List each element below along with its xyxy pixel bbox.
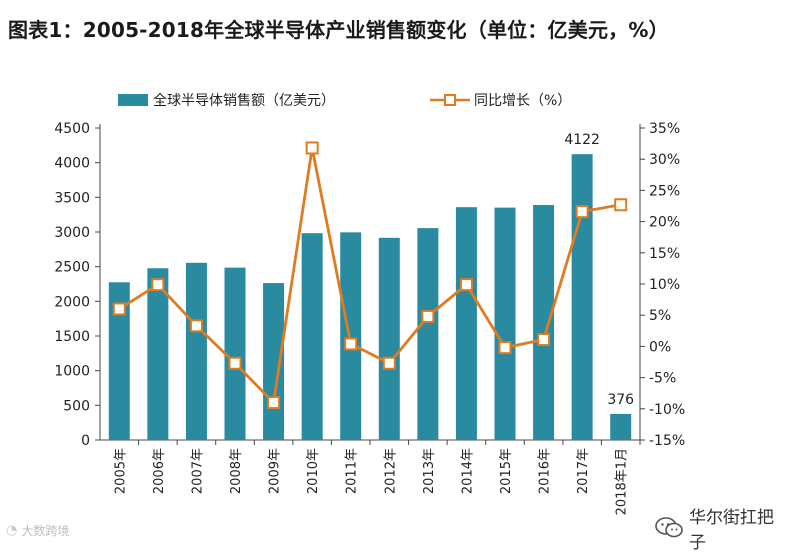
- line-point: [459, 278, 473, 292]
- x-tick-label: 2012年: [383, 448, 398, 494]
- line-point: [189, 319, 203, 333]
- line-point: [267, 396, 281, 410]
- bar-data-label: 4122: [564, 132, 600, 148]
- bar: [108, 282, 130, 440]
- axes: 0 500 1000 1500 2000 2500 3000 3500 4000 4500 -15%…: [54, 121, 685, 515]
- y-left-tick-label: 2500: [54, 260, 90, 276]
- legend: 全球半导体销售额（亿美元） 同比增长（%）: [118, 92, 571, 109]
- bar: [147, 268, 169, 440]
- line-series: [112, 141, 628, 410]
- x-tick-label: 2016年: [538, 448, 553, 494]
- bar: [610, 413, 632, 440]
- y-left-tick-label: 1000: [54, 364, 90, 380]
- line-point: [382, 356, 396, 370]
- y-right-tick-label: -5%: [649, 371, 676, 387]
- x-tick-label: 2017年: [576, 448, 591, 494]
- legend-line-marker: [444, 94, 456, 106]
- bar: [494, 207, 516, 440]
- footer-watermark-icon: ◔: [6, 523, 18, 538]
- x-tick-label: 2015年: [499, 448, 514, 494]
- y-right-tick-label: 5%: [649, 308, 671, 324]
- line-point: [344, 337, 358, 351]
- x-tick-label: 2014年: [460, 448, 475, 494]
- bar: [455, 207, 477, 440]
- x-tick-label: 2008年: [229, 448, 244, 494]
- x-tick-label: 2009年: [268, 448, 283, 494]
- y-right-tick-label: 0%: [649, 339, 671, 355]
- line-point: [112, 302, 126, 316]
- footer-source-text: 华尔街扛把子: [689, 508, 774, 553]
- footer-watermark-text: 大数跨境: [21, 524, 70, 538]
- bar: [224, 267, 246, 440]
- line-point: [421, 309, 435, 323]
- line-point: [498, 341, 512, 355]
- legend-bar-label: 全球半导体销售额（亿美元）: [153, 92, 335, 109]
- x-tick-label: 2006年: [152, 448, 167, 494]
- y-right-tick-label: 15%: [649, 246, 680, 262]
- y-right-tick-label: 30%: [649, 152, 680, 168]
- data-labels: 4122 376: [564, 132, 634, 408]
- y-right-tick-label: 10%: [649, 277, 680, 293]
- bar: [533, 205, 555, 440]
- y-left-tick-label: 500: [63, 398, 90, 414]
- footer-watermark: ◔ 大数跨境: [6, 522, 69, 539]
- y-right-tick-label: 20%: [649, 215, 680, 231]
- line-point: [228, 356, 242, 370]
- x-tick-label: 2013年: [422, 448, 437, 494]
- bar: [185, 262, 207, 440]
- legend-bar-swatch: [118, 94, 148, 106]
- x-tick-label: 2007年: [190, 448, 205, 494]
- bar: [378, 237, 400, 440]
- y-left-tick-label: 0: [81, 433, 90, 449]
- y-left-tick-label: 4000: [54, 156, 90, 172]
- y-right-tick-label: 35%: [649, 121, 680, 137]
- x-tick-label: 2011年: [345, 448, 360, 494]
- y-right-tick-label: -10%: [649, 402, 685, 418]
- bar-data-label: 376: [607, 392, 634, 408]
- wechat-icon: [655, 517, 685, 539]
- line-point: [537, 333, 551, 347]
- x-tick-label: 2018年1月: [615, 448, 630, 515]
- line-point: [575, 205, 589, 219]
- y-right-tick-label: -15%: [649, 433, 685, 449]
- y-left-tick-label: 4500: [54, 121, 90, 137]
- x-tick-label: 2010年: [306, 448, 321, 494]
- bar: [417, 228, 439, 440]
- line-point: [614, 198, 628, 212]
- x-tick-label: 2005年: [113, 448, 128, 494]
- legend-line-label: 同比增长（%）: [474, 93, 571, 109]
- line-point: [151, 278, 165, 292]
- y-left-tick-label: 1500: [54, 329, 90, 345]
- y-left-tick-label: 3000: [54, 225, 90, 241]
- bar-series: [108, 154, 632, 440]
- bar: [571, 154, 593, 440]
- bar: [340, 232, 362, 440]
- y-left-tick-label: 3500: [54, 190, 90, 206]
- footer-source: 华尔街扛把子: [655, 503, 789, 553]
- y-left-tick-label: 2000: [54, 294, 90, 310]
- chart-title: 图表1：2005-2018年全球半导体产业销售额变化（单位：亿美元，%）: [8, 18, 669, 42]
- y-right-tick-label: 25%: [649, 183, 680, 199]
- line-point: [305, 141, 319, 155]
- bar: [301, 233, 323, 440]
